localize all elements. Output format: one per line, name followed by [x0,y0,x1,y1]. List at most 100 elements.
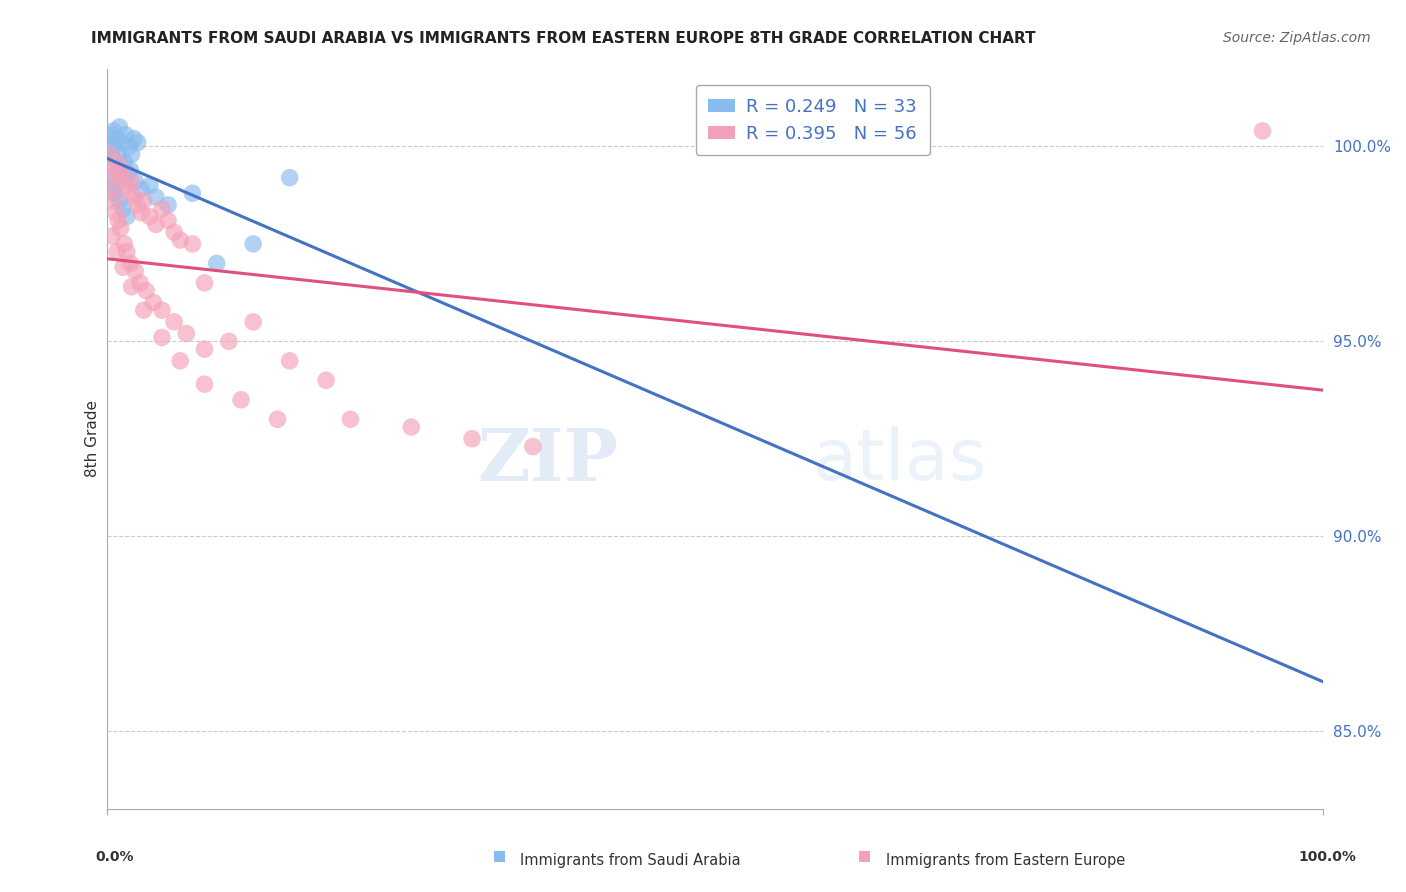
Point [108,120,131,134]
Point [101,151,124,165]
Point [150,330,173,344]
Point [145,218,167,232]
Point [111,162,134,177]
Point [115,244,138,259]
Point [163,315,186,329]
Point [105,244,128,259]
Text: atlas: atlas [813,426,987,495]
Point [100,170,122,185]
Point [181,186,204,201]
Text: ▪: ▪ [492,845,506,864]
Point [121,279,143,293]
Point [339,412,361,426]
Point [266,412,288,426]
Point [139,178,162,193]
Point [103,139,125,153]
Point [127,136,149,150]
Text: IMMIGRANTS FROM SAUDI ARABIA VS IMMIGRANTS FROM EASTERN EUROPE 8TH GRADE CORRELA: IMMIGRANTS FROM SAUDI ARABIA VS IMMIGRAN… [91,31,1036,46]
Point [122,131,145,145]
Point [110,221,132,235]
Point [169,233,191,247]
Text: ▪: ▪ [858,845,872,864]
Point [139,210,162,224]
Point [132,194,155,208]
Point [169,354,191,368]
Point [142,295,165,310]
Point [193,342,215,356]
Point [107,213,129,227]
Point [118,139,141,153]
Point [124,175,146,189]
Point [163,225,186,239]
Point [103,124,125,138]
Point [118,186,141,201]
Point [181,236,204,251]
Point [100,128,122,142]
Point [315,373,337,387]
Point [278,170,301,185]
Point [193,377,215,392]
Text: ZIP: ZIP [477,425,619,497]
Point [122,190,145,204]
Text: Immigrants from Saudi Arabia: Immigrants from Saudi Arabia [520,854,741,868]
Point [399,420,422,434]
Point [120,256,142,270]
Point [98,147,121,161]
Point [104,205,127,219]
Text: 0.0%: 0.0% [96,850,134,863]
Point [114,178,136,193]
Point [104,178,127,193]
Point [115,210,138,224]
Point [124,264,146,278]
Point [229,392,252,407]
Point [522,440,544,454]
Point [157,213,180,227]
Point [129,205,152,219]
Point [103,186,125,201]
Text: Source: ZipAtlas.com: Source: ZipAtlas.com [1223,31,1371,45]
Legend: R = 0.249   N = 33, R = 0.395   N = 56: R = 0.249 N = 33, R = 0.395 N = 56 [696,85,929,155]
Point [278,354,301,368]
Point [98,144,121,158]
Point [121,175,143,189]
Point [174,326,197,341]
Point [108,194,131,208]
Point [205,256,228,270]
Point [242,315,264,329]
Point [218,334,240,349]
Point [121,147,143,161]
Point [150,202,173,216]
Point [132,303,155,318]
Point [129,182,152,196]
Point [103,167,125,181]
Point [108,170,131,185]
Point [101,159,124,173]
Point [135,284,157,298]
Point [127,198,149,212]
Point [114,128,136,142]
Point [150,303,173,318]
Point [129,276,152,290]
Point [117,167,139,181]
Point [111,136,134,150]
Y-axis label: 8th Grade: 8th Grade [86,401,100,477]
Text: 100.0%: 100.0% [1299,850,1357,863]
Text: Immigrants from Eastern Europe: Immigrants from Eastern Europe [886,854,1125,868]
Point [101,229,124,244]
Point [112,155,135,169]
Point [145,190,167,204]
Point [193,276,215,290]
Point [110,159,132,173]
Point [157,198,180,212]
Point [100,182,122,196]
Point [461,432,484,446]
Point [1251,124,1274,138]
Point [112,260,135,275]
Point [112,236,135,251]
Point [120,162,142,177]
Point [105,155,128,169]
Point [107,147,129,161]
Point [112,202,135,216]
Point [242,236,264,251]
Point [103,194,125,208]
